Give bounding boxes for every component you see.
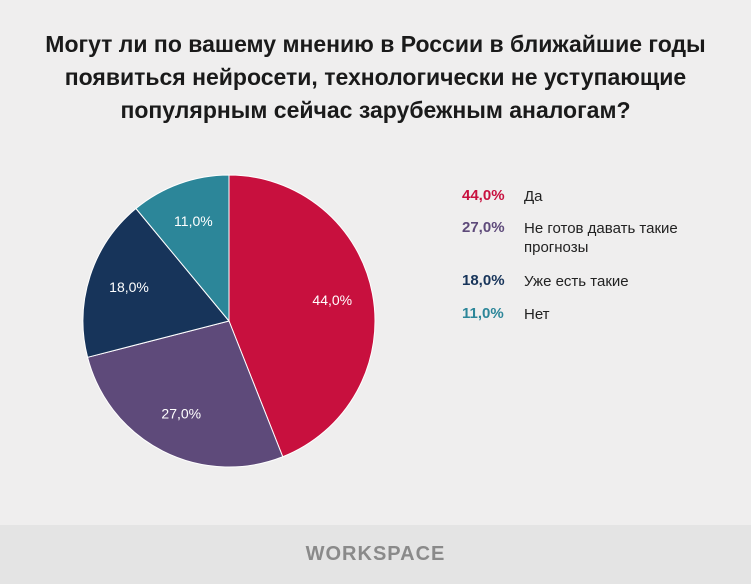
legend-item: 18,0% Уже есть такие [462,272,714,291]
legend-value: 11,0% [462,305,504,322]
slice-label: 11,0% [174,213,213,229]
chart: 44,0% 27,0% 18,0% 11,0% [82,174,376,468]
legend-item: 11,0% Нет [462,305,714,324]
footer-logo: WORKSPACE [0,525,751,584]
legend-label: Нет [524,306,550,323]
pie-slice [86,320,284,468]
legend-value: 44,0% [462,187,505,204]
legend-item: 44,0% Да [462,187,714,206]
legend-label: Да [524,188,543,205]
pie-slice [228,174,376,458]
pie-slice [82,207,230,358]
legend-label: Не готов давать такие прогнозы [524,220,678,256]
legend-item: 27,0% Не готов давать такие прогнозы [462,219,714,257]
slice-label: 44,0% [312,292,352,308]
legend-label: Уже есть такие [524,273,629,290]
legend-value: 27,0% [462,219,505,236]
slice-label: 18,0% [109,279,149,295]
pie-slice [135,174,230,323]
legend-value: 18,0% [462,272,505,289]
slice-label: 27,0% [161,405,201,421]
chart-title: Могут ли по вашему мнению в России в бли… [45,31,706,123]
